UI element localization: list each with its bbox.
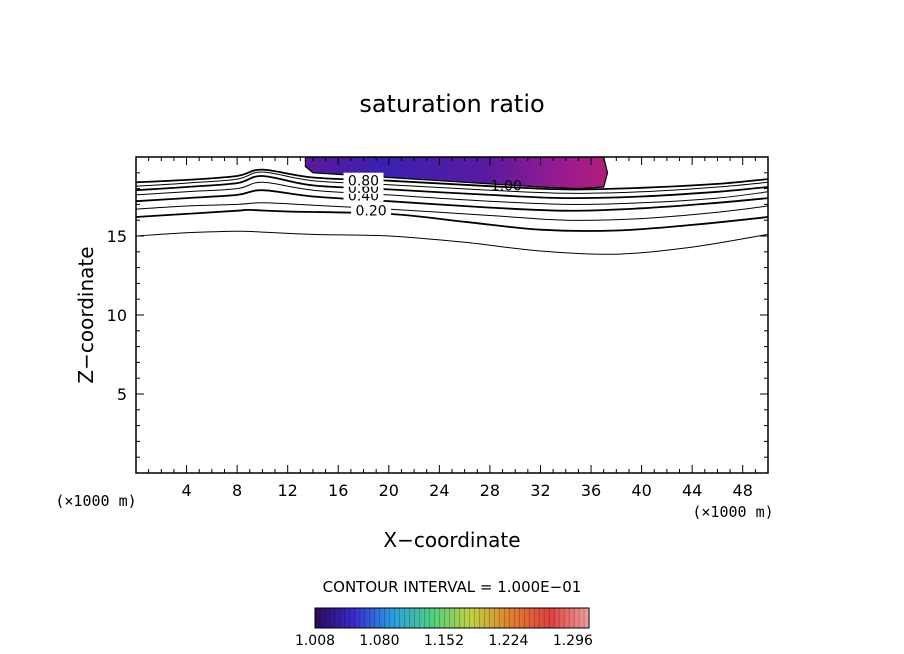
- x-tick-label: 48: [733, 481, 753, 500]
- plot-area: 0.200.400.600.80 1.00: [135, 156, 769, 474]
- colorbar-tick-label: 1.224: [488, 633, 528, 649]
- colorbar-tick-label: 1.296: [553, 633, 593, 649]
- x-tick-label: 16: [328, 481, 348, 500]
- contour-line: [136, 202, 768, 221]
- x-tick-label: 4: [181, 481, 191, 500]
- x-tick-label: 12: [278, 481, 298, 500]
- contour-label: 0.20: [356, 204, 387, 220]
- x-tick-label: 20: [379, 481, 399, 500]
- contour-label-bg: [351, 202, 392, 217]
- x-tick-label: 36: [581, 481, 601, 500]
- colorbar-stripes: [319, 608, 585, 628]
- x-unit-label-left: (×1000 m): [55, 492, 136, 510]
- colorbar-tick-label: 1.152: [424, 633, 464, 649]
- x-unit-label-right: (×1000 m): [692, 503, 773, 521]
- y-tick-label: 10: [107, 306, 127, 325]
- x-tick-label: 28: [480, 481, 500, 500]
- contour-layer: 0.200.400.600.80 1.00: [136, 157, 768, 255]
- contour-line: [136, 175, 768, 200]
- x-axis-label: X−coordinate: [383, 528, 520, 552]
- x-tick-label: 8: [232, 481, 242, 500]
- x-tick-label: 40: [631, 481, 651, 500]
- y-tick-labels: 5 10 15: [107, 227, 127, 404]
- x-tick-label: 32: [530, 481, 550, 500]
- contour-line: [136, 181, 768, 205]
- y-tick-label: 5: [117, 385, 127, 404]
- colorbar-tick-label: 1.008: [295, 633, 335, 649]
- contour-line: [136, 168, 768, 191]
- x-tick-label: 44: [682, 481, 702, 500]
- contour-label: 0.80: [348, 174, 379, 190]
- tick-marks: [136, 157, 768, 473]
- contour-label-bg: [343, 172, 384, 187]
- colorbar: 1.008 1.080 1.152 1.224 1.296: [295, 607, 593, 649]
- colorbar-tick-labels: 1.008 1.080 1.152 1.224 1.296: [295, 633, 593, 649]
- y-axis-label: Z−coordinate: [74, 246, 98, 383]
- contour-line: [136, 230, 768, 255]
- contour-interval-text: CONTOUR INTERVAL = 1.000E−01: [323, 578, 582, 596]
- contour-label: 1.00: [491, 178, 522, 194]
- chart-title: saturation ratio: [359, 90, 544, 118]
- y-tick-label: 15: [107, 227, 127, 246]
- contour-line: [136, 171, 768, 194]
- x-tick-labels: 4 8 12 16 20 24 28 32 36 40 44 48: [181, 481, 752, 500]
- contour-line: [136, 189, 768, 212]
- x-tick-label: 24: [429, 481, 449, 500]
- colorbar-gradient: [314, 607, 590, 629]
- colorbar-tick-label: 1.080: [359, 633, 399, 649]
